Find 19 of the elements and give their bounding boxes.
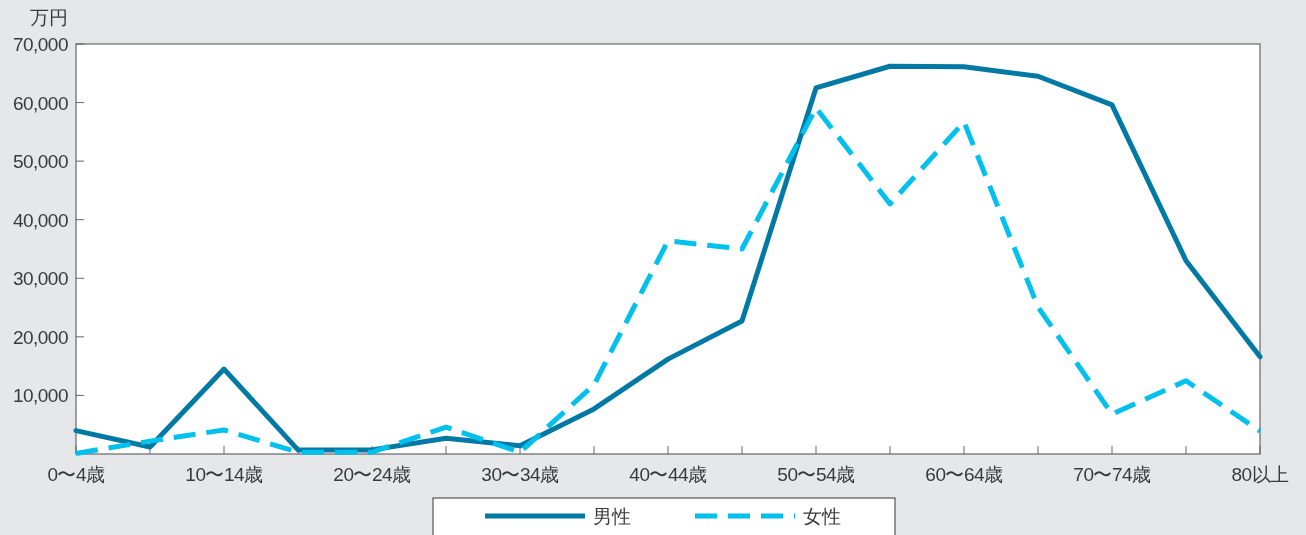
x-tick-label: 10〜14歳 bbox=[185, 464, 264, 485]
legend-label: 男性 bbox=[593, 506, 631, 527]
x-tick-label: 70〜74歳 bbox=[1073, 464, 1152, 485]
x-tick-label: 20〜24歳 bbox=[333, 464, 412, 485]
y-tick-label: 30,000 bbox=[12, 268, 68, 290]
legend-label: 女性 bbox=[803, 506, 841, 527]
x-tick-label: 0〜4歳 bbox=[47, 464, 106, 485]
x-tick-label: 40〜44歳 bbox=[629, 464, 708, 485]
y-tick-label: 60,000 bbox=[12, 92, 68, 114]
y-tick-label: 20,000 bbox=[12, 326, 68, 348]
x-tick-label: 60〜64歳 bbox=[925, 464, 1004, 485]
y-tick-label: 50,000 bbox=[12, 151, 68, 173]
x-tick-label: 80以上 bbox=[1231, 464, 1290, 485]
y-tick-label: 70,000 bbox=[12, 34, 68, 55]
x-tick-label: 30〜34歳 bbox=[481, 464, 560, 485]
y-tick-label: 40,000 bbox=[12, 209, 68, 231]
y-tick-label: 10,000 bbox=[12, 385, 68, 407]
y-axis-title: 万円 bbox=[30, 7, 68, 28]
x-tick-label: 50〜54歳 bbox=[777, 464, 856, 485]
